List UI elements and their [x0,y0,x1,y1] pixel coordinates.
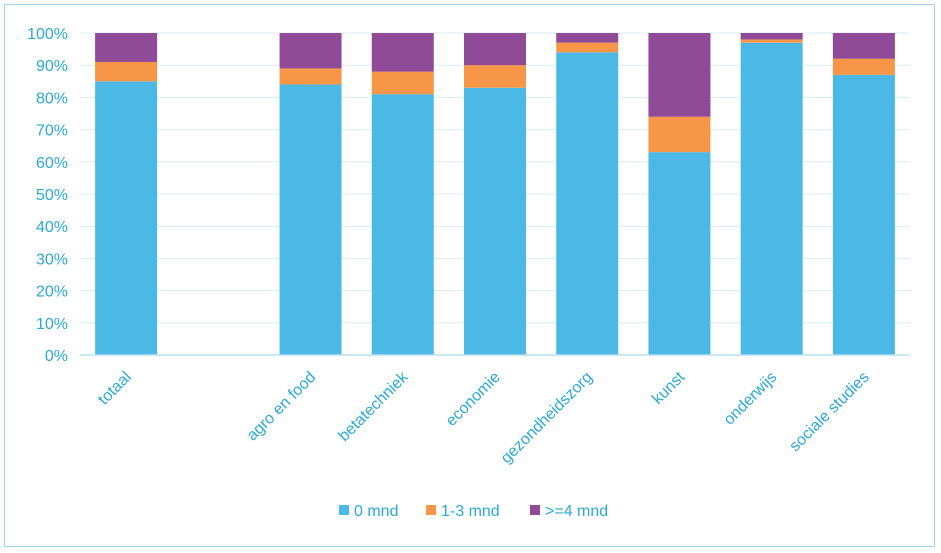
y-tick-label: 0% [45,348,68,365]
bar-segment-agro-en-food-series-0 [279,84,342,356]
bar-segment-kunst-series-0 [648,152,711,355]
legend-label: 1-3 mnd [441,503,500,520]
x-category-label: gezondheidszorg [498,369,596,467]
y-tick-label: 10% [36,316,68,333]
bar-segment-gezondheidszorg-series-1 [556,42,619,53]
y-tick-label: 50% [36,187,68,204]
bar-segment-sociale-studies-series-1 [832,58,895,75]
legend: 0 mnd 1-3 mnd >=4 mnd [339,503,608,520]
bar-segment-economie-series-0 [464,87,526,356]
bars [95,33,895,356]
y-tick-label: 60% [36,155,68,172]
x-category-label: agro en food [244,369,320,445]
bar-segment-onderwijs-series-1 [740,39,803,43]
bar-segment-betatechniek-series-2 [371,33,434,72]
bar-segment-totaal-series-0 [95,81,158,356]
y-tick-label: 20% [36,284,68,301]
bar-segment-betatechniek-series-0 [371,94,434,356]
bar-segment-kunst-series-2 [648,33,711,117]
legend-swatch [339,505,349,515]
bar-segment-onderwijs-series-2 [740,33,803,40]
legend-label: >=4 mnd [545,503,608,520]
bar-segment-agro-en-food-series-2 [279,33,342,69]
x-category-label: betatechniek [335,368,412,445]
bar-segment-kunst-series-1 [648,116,711,153]
bar-segment-gezondheidszorg-series-0 [556,52,619,355]
bar-segment-sociale-studies-series-2 [832,33,895,59]
y-tick-label: 70% [36,123,68,140]
x-axis-category-labels: totaal agro en food betatechniek economiege… [95,368,872,467]
bar-segment-onderwijs-series-0 [740,42,803,355]
legend-swatch [426,505,436,515]
x-category-label: sociale studies [786,369,872,455]
y-tick-label: 30% [36,251,68,268]
bar-segment-economie-series-2 [464,33,526,66]
x-category-label: economie [443,369,504,430]
x-category-label: kunst [649,368,688,407]
bar-segment-economie-series-1 [464,65,526,88]
bar-segment-betatechniek-series-1 [371,71,434,95]
bar-segment-gezondheidszorg-series-2 [556,33,619,43]
bar-segment-agro-en-food-series-1 [279,68,342,85]
y-tick-label: 40% [36,219,68,236]
x-category-label: totaal [95,369,135,409]
x-category-label: onderwijs [721,369,781,429]
legend-swatch [530,505,540,515]
bar-segment-totaal-series-2 [95,33,158,62]
y-axis-tick-labels: 0% 10% 20% 30% 40% 50% 60% 70% 80% 90% 100% [27,26,68,365]
y-tick-label: 100% [27,26,68,43]
y-tick-label: 80% [36,90,68,107]
bar-segment-sociale-studies-series-0 [832,74,895,356]
y-tick-label: 90% [36,58,68,75]
legend-label: 0 mnd [354,503,398,520]
bar-segment-totaal-series-1 [95,61,158,82]
